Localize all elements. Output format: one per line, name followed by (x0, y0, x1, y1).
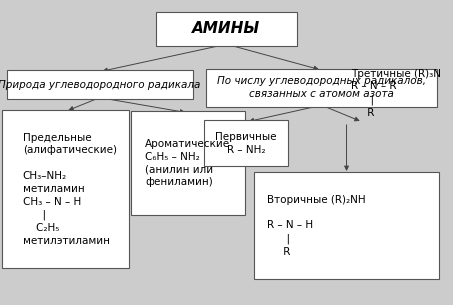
FancyBboxPatch shape (131, 111, 245, 215)
Text: АМИНЫ: АМИНЫ (193, 21, 260, 37)
FancyBboxPatch shape (204, 120, 288, 166)
FancyBboxPatch shape (156, 12, 297, 46)
Text: Вторичные (R)₂NH

R – N – H
      |
     R: Вторичные (R)₂NH R – N – H | R (267, 195, 366, 257)
FancyBboxPatch shape (2, 110, 129, 268)
Text: Предельные
(алифатические)

CH₃–NH₂
метиламин
CH₃ – N – H
      |
    C₂H₅
метил: Предельные (алифатические) CH₃–NH₂ метил… (23, 133, 117, 246)
Text: Третичные (R)₃N
R – N – R
      |
     R: Третичные (R)₃N R – N – R | R (351, 69, 441, 117)
FancyBboxPatch shape (254, 172, 439, 279)
Text: Первичные
R – NH₂: Первичные R – NH₂ (215, 132, 276, 155)
FancyBboxPatch shape (206, 69, 437, 107)
Text: Природа углеводородного радикала: Природа углеводородного радикала (0, 80, 201, 90)
FancyBboxPatch shape (7, 70, 193, 99)
Text: Ароматические
C₆H₅ – NH₂
(анилин или
фениламин): Ароматические C₆H₅ – NH₂ (анилин или фен… (145, 139, 230, 187)
Text: По числу углеводородных радикалов,
связанных с атомом азота: По числу углеводородных радикалов, связа… (217, 76, 426, 99)
